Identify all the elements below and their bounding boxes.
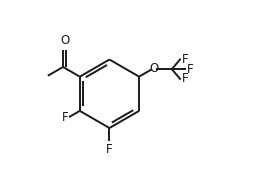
Text: O: O [60,34,69,47]
Text: F: F [182,53,189,66]
Text: F: F [182,72,189,85]
Text: F: F [62,111,68,124]
Text: F: F [106,143,113,156]
Text: F: F [187,63,193,76]
Text: O: O [150,62,159,75]
